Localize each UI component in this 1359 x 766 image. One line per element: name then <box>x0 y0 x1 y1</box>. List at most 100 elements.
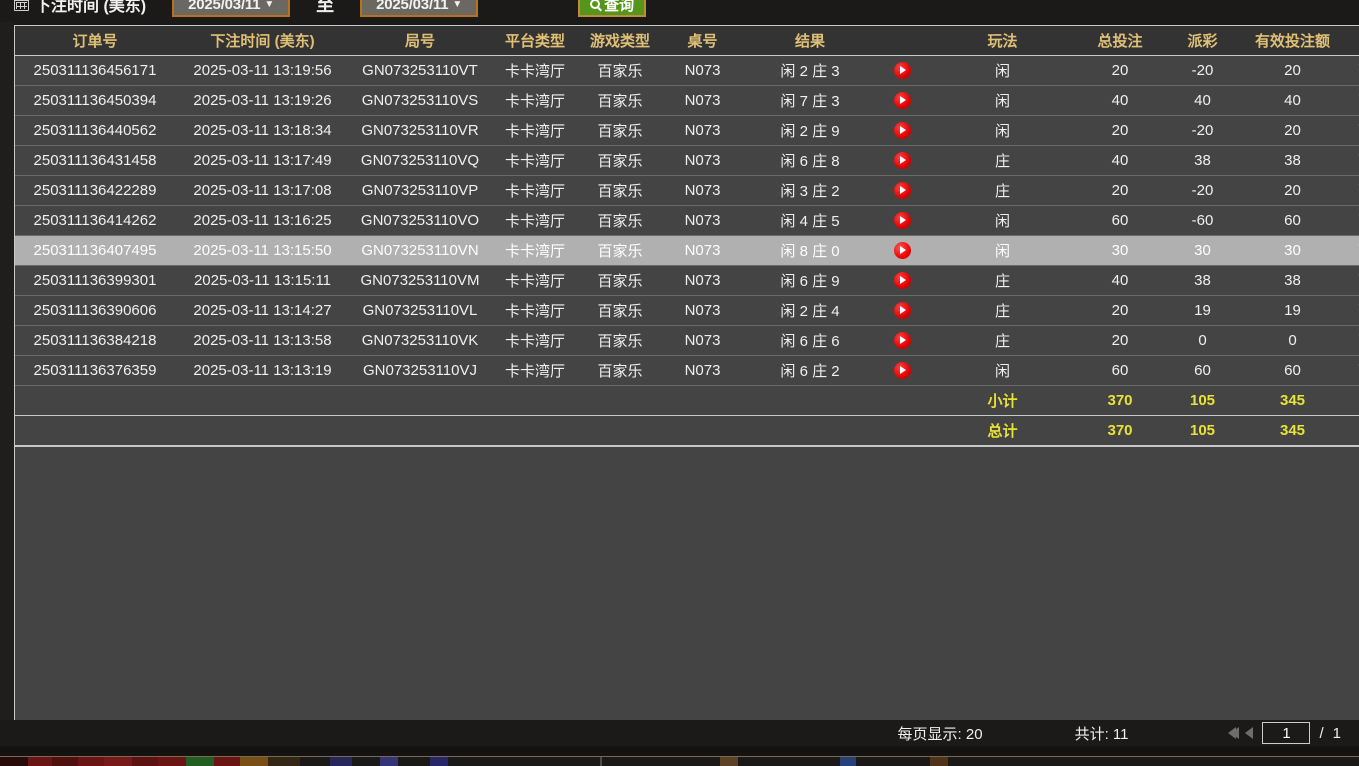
col-header-status[interactable]: 状态 <box>1345 26 1359 56</box>
play-icon[interactable] <box>894 331 911 349</box>
date-range-separator: 至 <box>316 0 335 15</box>
cell-order-no: 250311136456171 <box>15 55 175 86</box>
cell-round-no: GN073253110VL <box>350 295 490 326</box>
total-count-label: 共计: 11 <box>1074 725 1129 743</box>
col-header-total-bet[interactable]: 总投注 <box>1075 26 1165 56</box>
grid-empty-area <box>15 446 1359 720</box>
cell-order-no: 250311136440562 <box>15 115 175 146</box>
bet-time-filter-label: 下注时间 (美东) <box>14 0 146 16</box>
summary-spacer <box>1345 385 1359 416</box>
cell-payout: -20 <box>1165 175 1240 206</box>
cell-bet-type: 庄 <box>930 295 1075 326</box>
summary-spacer <box>350 415 490 446</box>
calendar-icon <box>14 0 29 11</box>
col-header-bet-time[interactable]: 下注时间 (美东) <box>175 26 350 56</box>
table-row[interactable]: 250311136440562 2025-03-11 13:18:34 GN0732… <box>15 115 1359 146</box>
play-icon[interactable] <box>894 241 911 259</box>
play-icon[interactable] <box>894 151 911 169</box>
prev-page-icon[interactable] <box>1245 727 1254 739</box>
cell-result: 闲 2 庄 9 <box>745 115 875 146</box>
cell-round-no: GN073253110VN <box>350 235 490 266</box>
cell-bet-type: 闲 <box>930 115 1075 146</box>
play-icon[interactable] <box>894 61 911 79</box>
cell-order-no: 250311136407495 <box>15 235 175 266</box>
col-header-bet-type[interactable]: 玩法 <box>930 26 1075 56</box>
table-row[interactable]: 250311136414262 2025-03-11 13:16:25 GN0732… <box>15 205 1359 236</box>
cell-table-no: N073 <box>660 175 745 206</box>
summary-valid-bet: 345 <box>1240 415 1345 446</box>
play-icon[interactable] <box>894 211 911 229</box>
col-header-payout[interactable]: 派彩 <box>1165 26 1240 56</box>
summary-spacer <box>175 415 350 446</box>
col-header-table-no[interactable]: 桌号 <box>660 26 745 56</box>
col-header-round-no[interactable]: 局号 <box>350 26 490 56</box>
cell-order-no: 250311136431458 <box>15 145 175 176</box>
table-row[interactable]: 250311136456171 2025-03-11 13:19:56 GN0732… <box>15 55 1359 86</box>
cell-replay <box>875 115 930 146</box>
date-to-picker[interactable]: 2025/03/11 ▼ <box>360 0 479 17</box>
cell-total-bet: 40 <box>1075 85 1165 116</box>
play-icon[interactable] <box>894 271 911 289</box>
table-row[interactable]: 250311136407495 2025-03-11 13:15:50 GN0732… <box>15 235 1359 266</box>
cell-status: 已派彩 <box>1345 355 1359 386</box>
cell-status: 已派彩 <box>1345 325 1359 356</box>
summary-total-bet: 370 <box>1075 385 1165 416</box>
col-header-result[interactable]: 结果 <box>745 26 875 56</box>
col-header-platform[interactable]: 平台类型 <box>490 26 580 56</box>
cell-total-bet: 20 <box>1075 175 1165 206</box>
table-row[interactable]: 250311136399301 2025-03-11 13:15:11 GN0732… <box>15 265 1359 296</box>
cell-replay <box>875 265 930 296</box>
os-taskbar[interactable] <box>0 746 1359 766</box>
play-icon[interactable] <box>894 181 911 199</box>
table-row[interactable]: 250311136390606 2025-03-11 13:14:27 GN0732… <box>15 295 1359 326</box>
summary-spacer <box>580 385 660 416</box>
cell-payout: -20 <box>1165 115 1240 146</box>
cell-game-type: 百家乐 <box>580 55 660 86</box>
table-row[interactable]: 250311136376359 2025-03-11 13:13:19 GN0732… <box>15 355 1359 386</box>
cell-table-no: N073 <box>660 355 745 386</box>
cell-valid-bet: 19 <box>1240 295 1345 326</box>
table-row[interactable]: 250311136450394 2025-03-11 13:19:26 GN0732… <box>15 85 1359 116</box>
col-header-valid-bet[interactable]: 有效投注额 <box>1240 26 1345 56</box>
cell-bet-type: 闲 <box>930 55 1075 86</box>
cell-game-type: 百家乐 <box>580 355 660 386</box>
table-header-row: 订单号 下注时间 (美东) 局号 平台类型 游戏类型 桌号 结果 玩法 总投注 … <box>15 26 1359 56</box>
cell-platform: 卡卡湾厅 <box>490 55 580 86</box>
table-row[interactable]: 250311136431458 2025-03-11 13:17:49 GN0732… <box>15 145 1359 176</box>
col-header-order-no[interactable]: 订单号 <box>15 26 175 56</box>
cell-table-no: N073 <box>660 205 745 236</box>
cell-result: 闲 6 庄 9 <box>745 265 875 296</box>
cell-result: 闲 6 庄 2 <box>745 355 875 386</box>
cell-payout: 19 <box>1165 295 1240 326</box>
cell-order-no: 250311136414262 <box>15 205 175 236</box>
cell-replay <box>875 175 930 206</box>
play-icon[interactable] <box>894 361 911 379</box>
cell-total-bet: 60 <box>1075 205 1165 236</box>
summary-spacer <box>15 415 175 446</box>
table-row[interactable]: 250311136422289 2025-03-11 13:17:08 GN0732… <box>15 175 1359 206</box>
cell-bet-time: 2025-03-11 13:14:27 <box>175 295 350 326</box>
play-icon[interactable] <box>894 91 911 109</box>
taskbar-icons-strip[interactable] <box>0 757 1359 766</box>
summary-spacer <box>490 385 580 416</box>
query-button[interactable]: 查询 <box>578 0 647 17</box>
play-icon[interactable] <box>894 301 911 319</box>
cell-platform: 卡卡湾厅 <box>490 85 580 116</box>
summary-row: 总计 370 105 345 <box>15 415 1359 446</box>
first-page-icon[interactable] <box>1228 727 1240 739</box>
page-number-input[interactable] <box>1262 722 1311 744</box>
cell-bet-time: 2025-03-11 13:16:25 <box>175 205 350 236</box>
summary-spacer <box>745 415 875 446</box>
cell-status: 已派彩 <box>1345 235 1359 266</box>
page-size-label: 每页显示: 20 <box>897 725 983 743</box>
date-from-value: 2025/03/11 <box>188 0 261 13</box>
col-header-game-type[interactable]: 游戏类型 <box>580 26 660 56</box>
cell-payout: 30 <box>1165 235 1240 266</box>
cell-bet-time: 2025-03-11 13:15:50 <box>175 235 350 266</box>
cell-valid-bet: 20 <box>1240 175 1345 206</box>
bet-records-grid: 订单号 下注时间 (美东) 局号 平台类型 游戏类型 桌号 结果 玩法 总投注 … <box>14 25 1359 721</box>
cell-bet-type: 庄 <box>930 325 1075 356</box>
play-icon[interactable] <box>894 121 911 139</box>
date-from-picker[interactable]: 2025/03/11 ▼ <box>172 0 291 17</box>
table-row[interactable]: 250311136384218 2025-03-11 13:13:58 GN0732… <box>15 325 1359 356</box>
